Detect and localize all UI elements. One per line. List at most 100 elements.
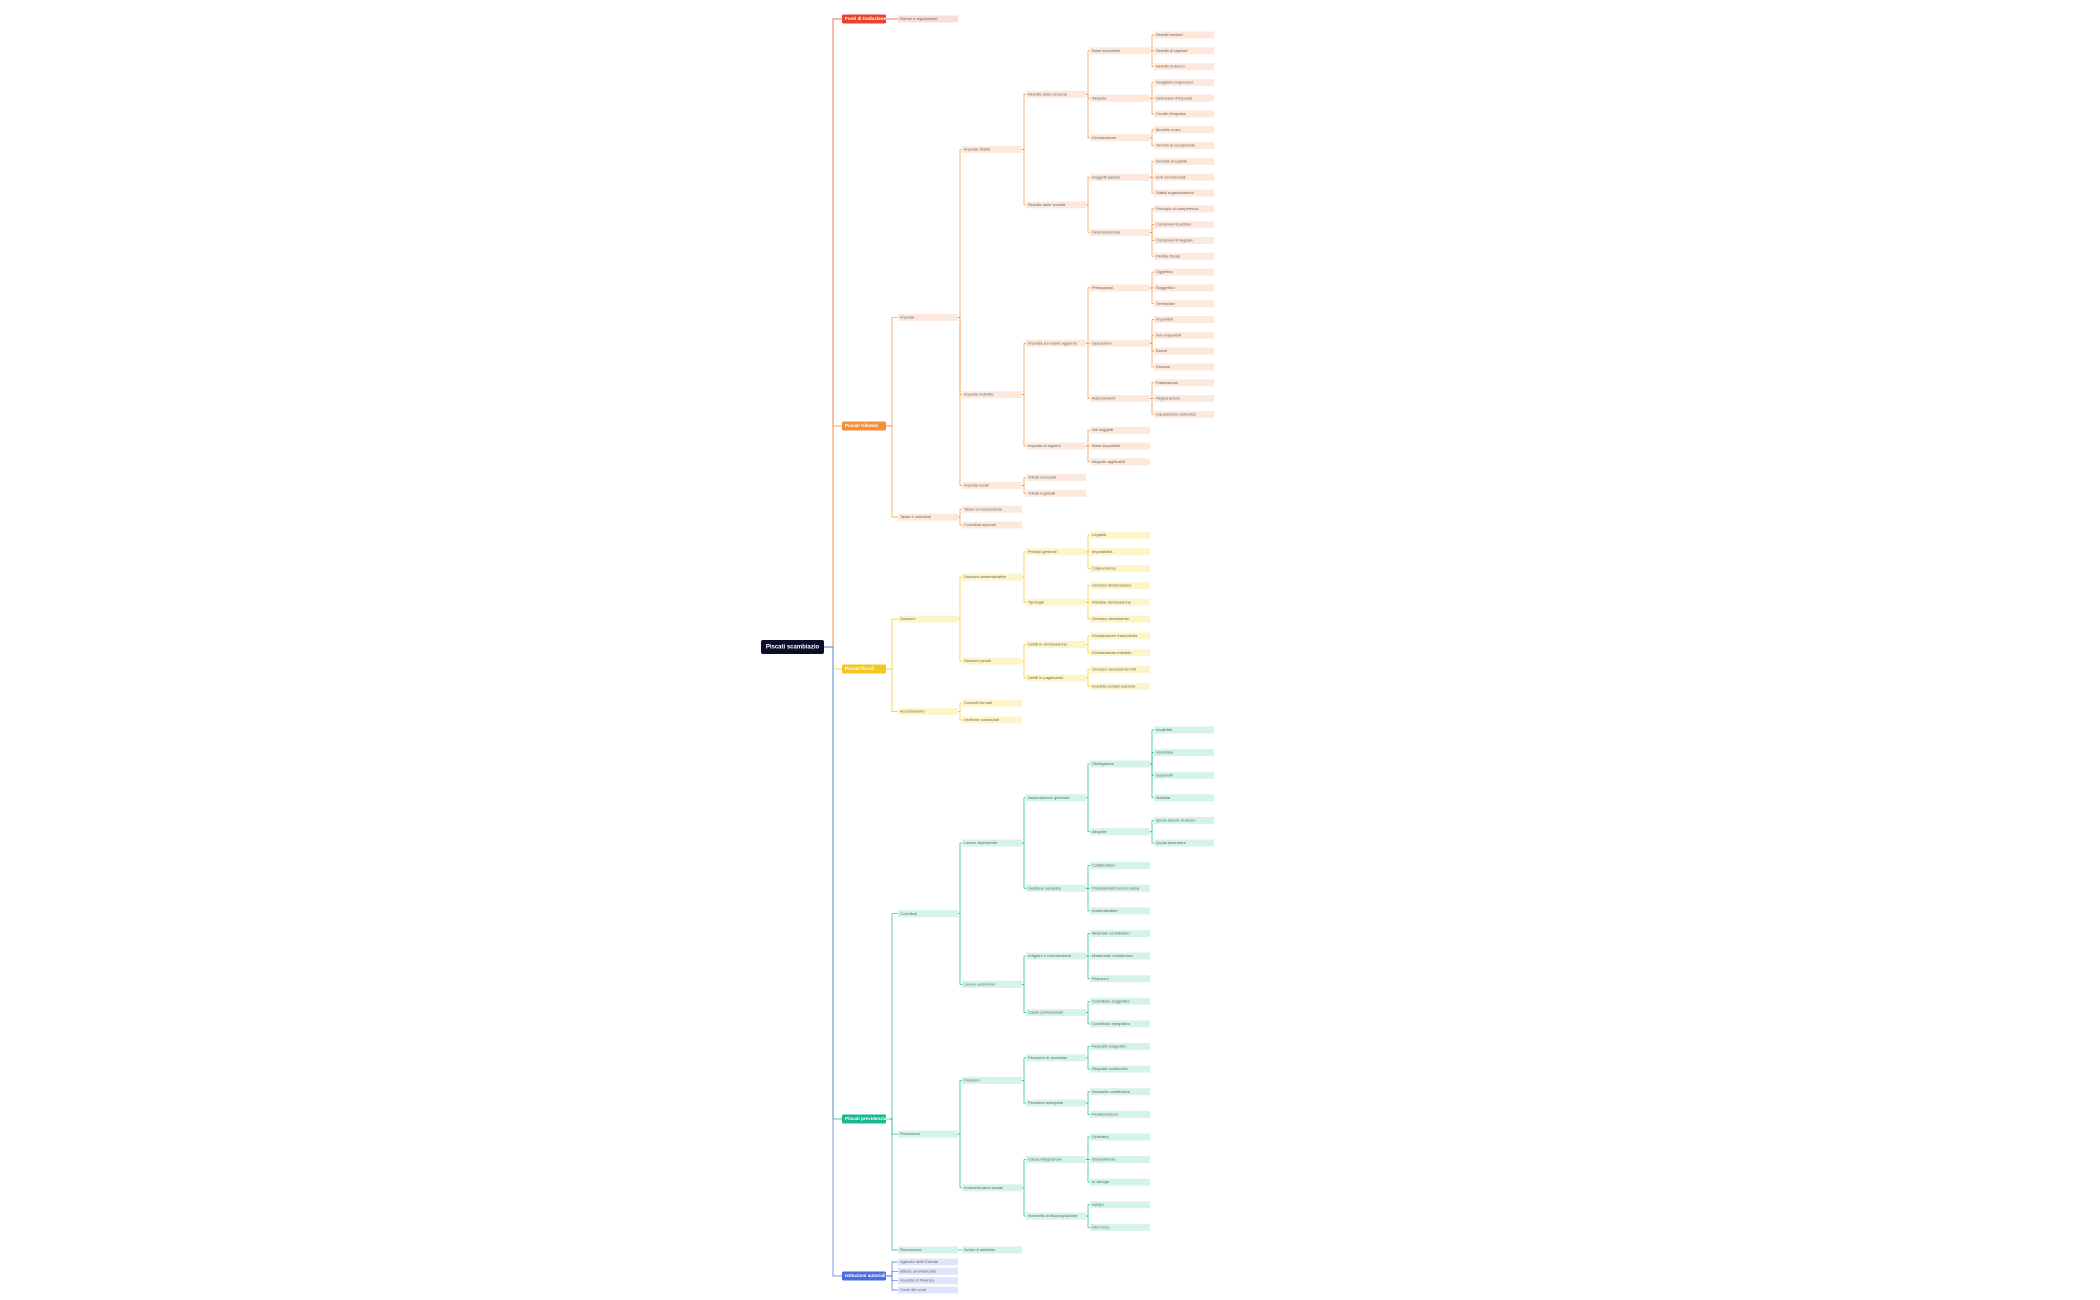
leaf-label: Imponibili xyxy=(1156,317,1173,322)
leaf-label: DIS-COLL xyxy=(1092,1224,1111,1229)
leaf-label: Anzianità contributiva xyxy=(1092,1089,1131,1094)
leaf-node xyxy=(898,1258,958,1266)
leaf-label: Aliquote applicabili xyxy=(1092,459,1125,464)
topic-node xyxy=(1090,47,1150,55)
topic-label: Prestazioni xyxy=(900,1131,920,1136)
root-node xyxy=(761,640,824,654)
leaf-node xyxy=(1154,110,1214,118)
leaf-node xyxy=(1090,862,1150,870)
leaf-node xyxy=(1154,794,1214,802)
leaf-label: Omesso versamento IVA xyxy=(1092,667,1136,672)
topic-label: Pensione di vecchiaia xyxy=(1028,1055,1067,1060)
branch-node xyxy=(842,1114,886,1124)
leaf-node xyxy=(1090,666,1150,674)
topic-label: Accertamento xyxy=(900,709,925,714)
leaf-node xyxy=(1154,771,1214,779)
topic-label: Cassa integrazione xyxy=(1028,1157,1063,1162)
connector xyxy=(958,508,962,518)
topic-node xyxy=(1026,1099,1086,1107)
leaf-label: Verifiche sostanziali xyxy=(964,717,999,722)
leaf-node xyxy=(1154,268,1214,276)
connector xyxy=(1150,342,1154,368)
connector xyxy=(1150,398,1154,415)
branch-label: Piscati fiscali xyxy=(845,666,874,671)
leaf-label: Stabili organizzazioni xyxy=(1156,190,1194,195)
topic-node xyxy=(962,481,1022,489)
connector xyxy=(1086,1057,1090,1070)
topic-label: Lavoro autonomo xyxy=(964,981,996,986)
topic-node xyxy=(1026,640,1086,648)
leaf-node xyxy=(1090,1201,1150,1209)
connector xyxy=(886,668,898,712)
connector xyxy=(1150,224,1154,233)
connector xyxy=(958,842,962,915)
topic-node xyxy=(898,513,958,521)
topic-label: Adempimenti xyxy=(1092,396,1115,401)
leaf-label: Riduzioni xyxy=(1092,976,1109,981)
connector xyxy=(1086,1046,1090,1059)
connector xyxy=(1022,797,1026,844)
leaf-node xyxy=(1154,363,1214,371)
topic-label: Gestione separata xyxy=(1028,885,1061,890)
connector xyxy=(886,618,898,670)
leaf-label: Requisiti contributivi xyxy=(1092,1066,1128,1071)
leaf-label: Norme e regolamenti xyxy=(900,16,937,21)
topic-node xyxy=(1026,90,1086,98)
connector xyxy=(1022,93,1026,150)
leaf-node xyxy=(1154,63,1214,71)
leaf-node xyxy=(1154,142,1214,150)
branch-label: Istituzioni autoriali xyxy=(845,1273,886,1278)
leaf-node xyxy=(1090,1088,1150,1096)
leaf-node xyxy=(1154,157,1214,165)
leaf-node xyxy=(1154,173,1214,181)
topic-node xyxy=(1026,1054,1086,1062)
connector xyxy=(1086,1102,1090,1115)
leaf-label: Penalizzazioni xyxy=(1092,1111,1118,1116)
topic-label: Base imponibile xyxy=(1092,48,1121,53)
connector xyxy=(1086,1000,1090,1013)
leaf-label: Requisiti anagrafici xyxy=(1092,1044,1126,1049)
leaf-label: Invalidità xyxy=(1156,727,1173,732)
connector xyxy=(1150,334,1154,344)
topic-node xyxy=(1090,229,1150,237)
leaf-label: Ordinaria xyxy=(1092,1134,1109,1139)
leaf-node xyxy=(1154,300,1214,308)
topic-label: Operazioni xyxy=(1092,340,1111,345)
connector xyxy=(1022,342,1026,395)
connector xyxy=(1150,97,1154,115)
topic-label: Sanzioni xyxy=(900,616,915,621)
connector xyxy=(1086,635,1090,645)
connector xyxy=(1086,669,1090,679)
topic-node xyxy=(1026,1212,1086,1220)
topic-node xyxy=(898,615,958,623)
leaf-node xyxy=(1154,94,1214,102)
leaf-node xyxy=(1090,426,1150,434)
leaf-node xyxy=(1026,474,1086,482)
leaf-node xyxy=(1154,410,1214,418)
connector xyxy=(886,317,898,427)
topic-label: Assicurazione generale xyxy=(1028,795,1070,800)
leaf-label: Escluse xyxy=(1156,364,1171,369)
connector xyxy=(1022,1080,1026,1104)
connector xyxy=(886,1275,898,1291)
leaf-node xyxy=(1090,1065,1150,1073)
topic-label: Sanzioni penali xyxy=(964,658,991,663)
leaf-label: Quota datore di lavoro xyxy=(1156,817,1196,822)
topic-label: Contributi xyxy=(900,911,917,916)
topic-node xyxy=(962,1184,1022,1192)
connector xyxy=(1150,232,1154,257)
connector xyxy=(1150,176,1154,194)
connector xyxy=(1150,831,1154,844)
leaf-label: Contributo soggettivo xyxy=(1092,998,1131,1003)
leaf-node xyxy=(1090,1156,1150,1164)
connector xyxy=(886,1270,898,1277)
leaf-label: Tributi regionali xyxy=(1028,490,1055,495)
connector xyxy=(1086,50,1090,95)
leaf-label: Avvisi di addebito xyxy=(964,1247,996,1252)
topic-node xyxy=(1090,173,1150,181)
connector xyxy=(824,425,842,648)
leaf-node xyxy=(1090,1133,1150,1141)
leaf-node xyxy=(898,15,958,23)
topic-node xyxy=(962,657,1022,665)
